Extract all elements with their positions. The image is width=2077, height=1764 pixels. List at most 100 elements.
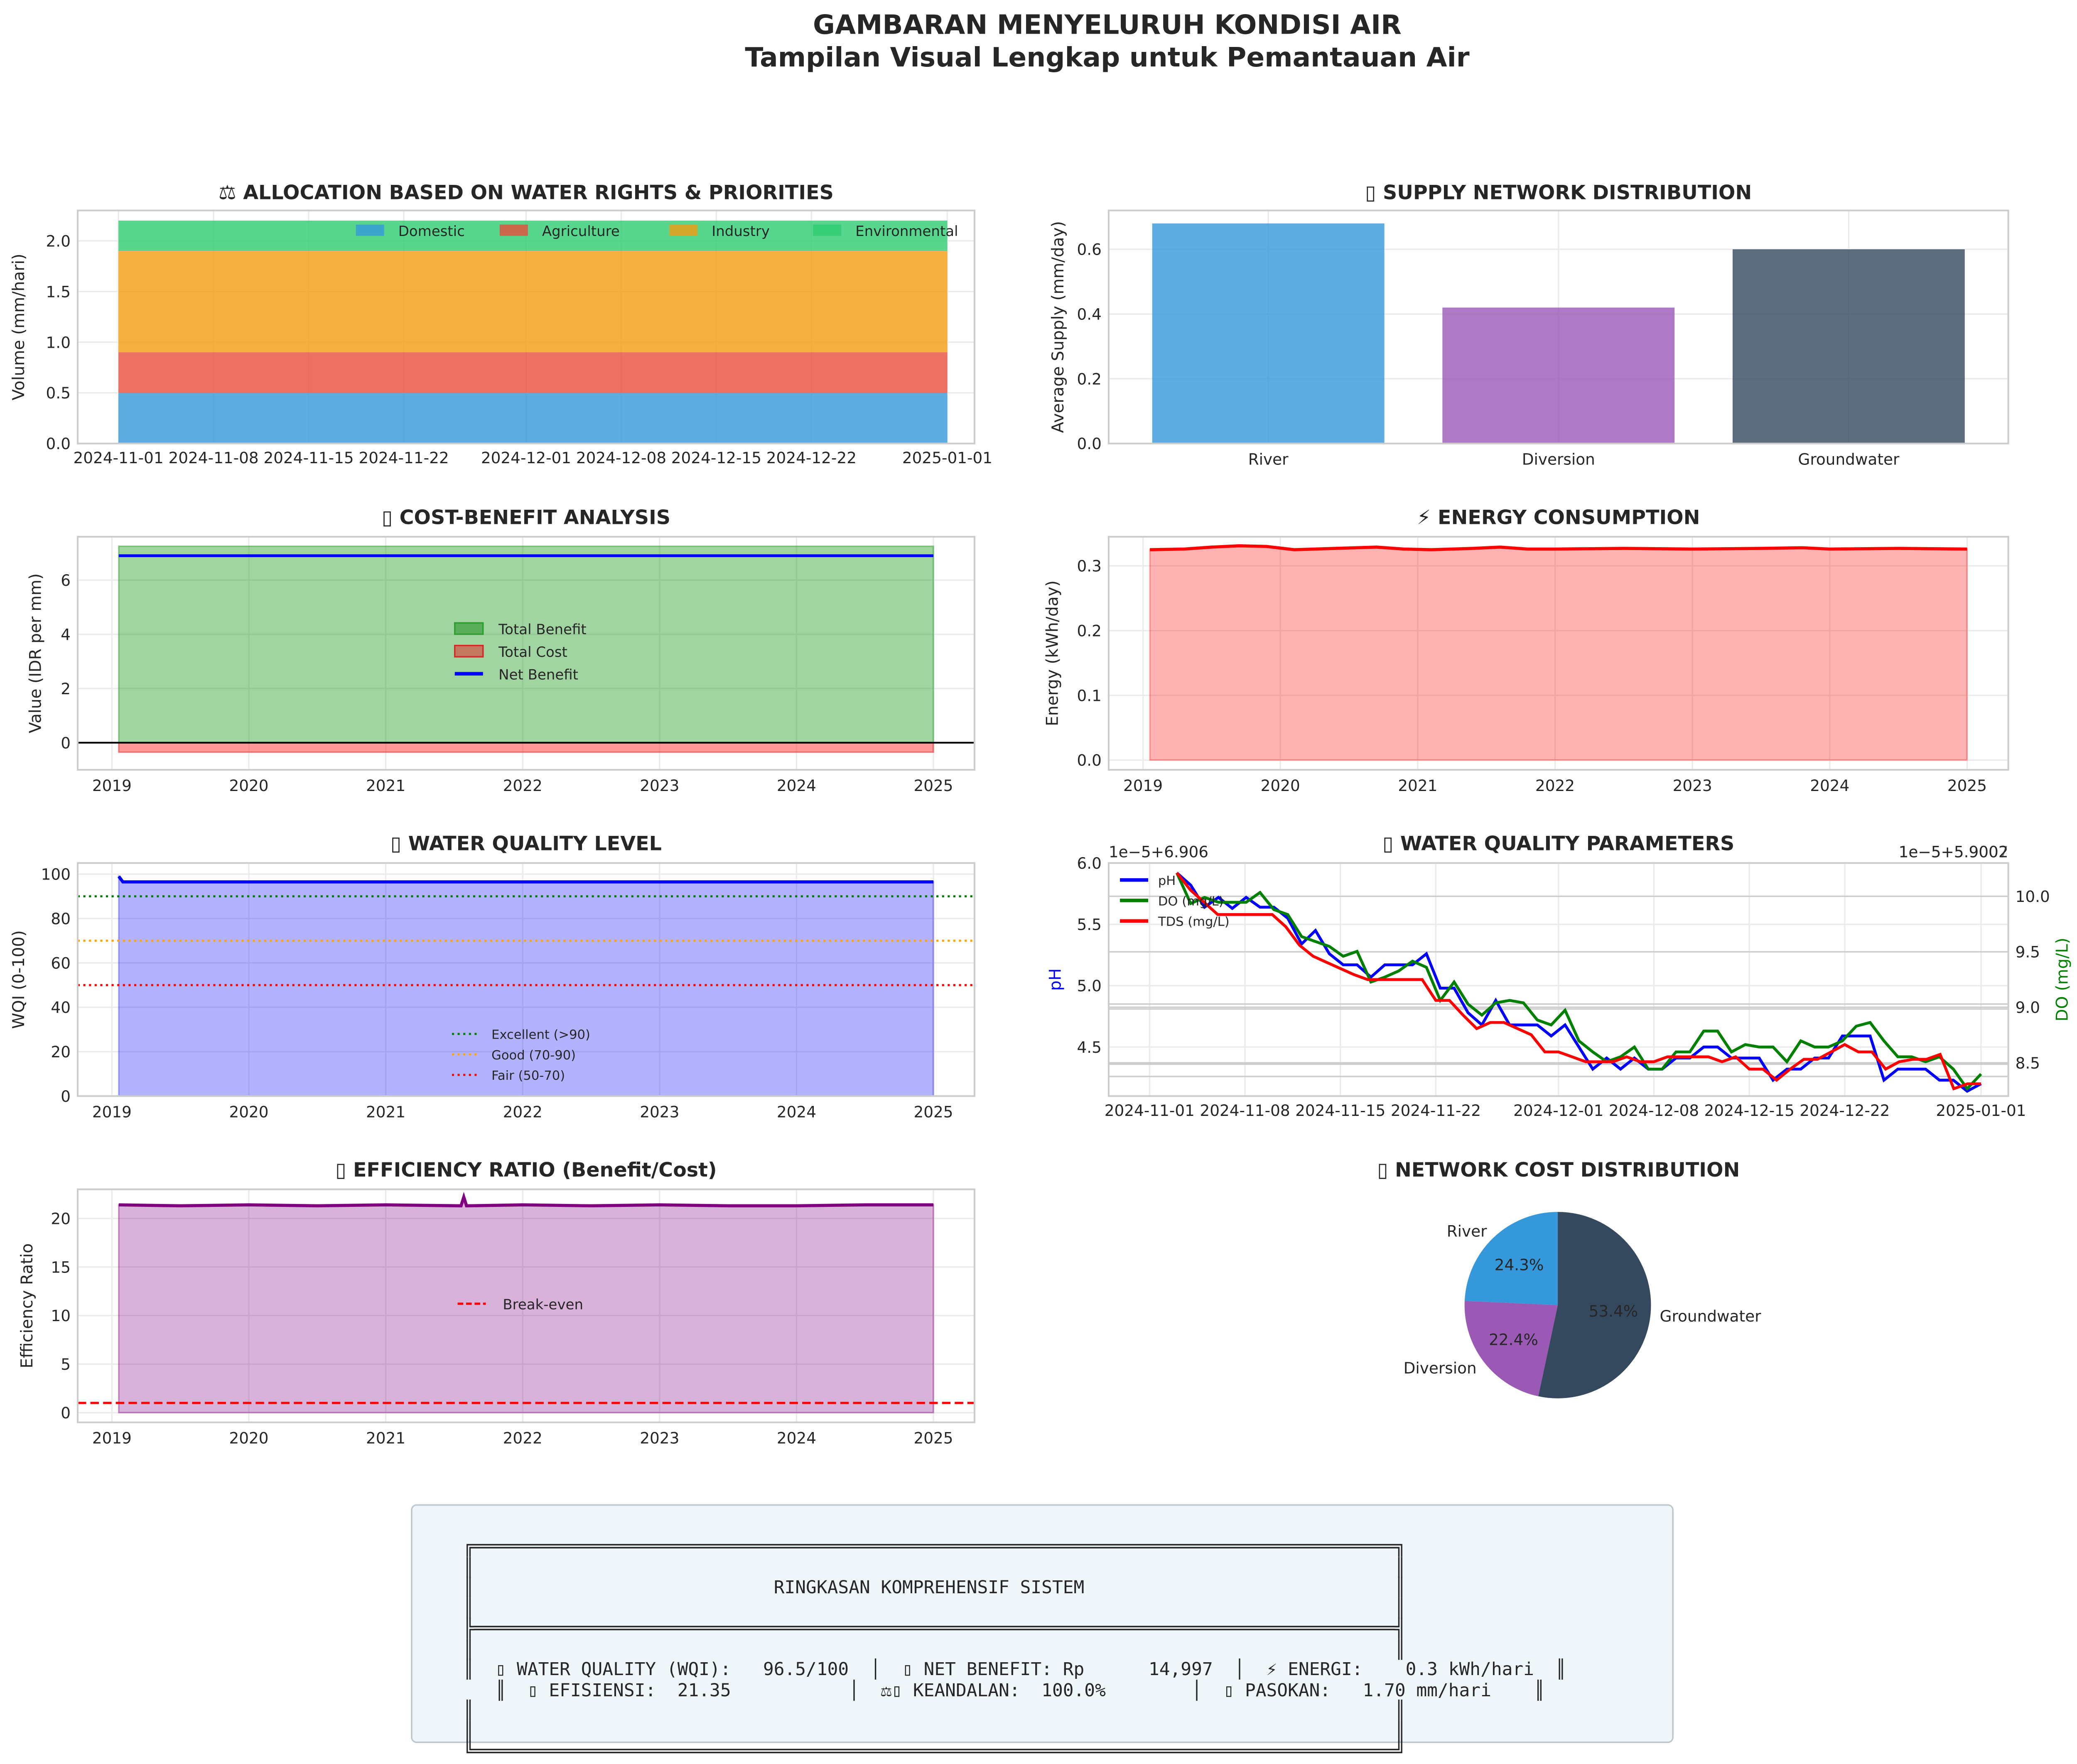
pie-slice-diversion xyxy=(1464,1301,1558,1396)
y-axis-label: Energy (kWh/day) xyxy=(1043,580,1062,726)
x-tick-label: 2022 xyxy=(503,776,543,795)
x-tick-label: 2024-11-15 xyxy=(263,449,354,467)
legend-swatch xyxy=(454,622,484,635)
wq-params-chart: 2024-11-01 2024-11-08 2024-11-15 2024-11-22… xyxy=(1046,843,2072,1120)
plot-border xyxy=(1107,862,2009,1097)
y-offset-text: 1e−5+6.906 xyxy=(1109,843,1208,861)
y-tick-label: 6 xyxy=(61,571,71,590)
pie-category-label: Groundwater xyxy=(1660,1307,1762,1325)
line-tds xyxy=(1176,872,1981,1091)
x-tick-label: 2020 xyxy=(229,1429,268,1447)
y2-axis-label: DO (mg/L) xyxy=(2053,938,2072,1022)
area-environmental xyxy=(118,220,948,251)
y2-tick-label: 9.0 xyxy=(2016,998,2040,1017)
plot-border xyxy=(1107,536,2009,771)
allocation-title: ⚖ ALLOCATION BASED ON WATER RIGHTS & PRI… xyxy=(218,182,834,205)
y-tick-label: 4.5 xyxy=(1077,1038,1101,1056)
x-tick-label: 2024-11-22 xyxy=(358,449,449,467)
y2-tick-label: 8.5 xyxy=(2016,1054,2040,1072)
y-axis-label: Efficiency Ratio xyxy=(18,1243,37,1368)
y-tick-label: 0.3 xyxy=(1077,557,1101,575)
legend-swatch xyxy=(499,224,528,236)
x-tick-label: 2021 xyxy=(366,1429,405,1447)
x-tick-label: Groundwater xyxy=(1798,450,1900,469)
legend-label: Fair (50-70) xyxy=(491,1069,565,1083)
y-tick-label: 5.5 xyxy=(1077,916,1101,934)
energy-title: ⚡ ENERGY CONSUMPTION xyxy=(1417,507,1700,530)
y-tick-label: 0.5 xyxy=(46,384,71,402)
wqi-chart: 2019 2020 2021 2022 2023 2024 2025 0 20 40 60 80 100… xyxy=(10,862,975,1121)
x-tick-label: 2025 xyxy=(1947,776,1987,795)
y-tick-label: 2 xyxy=(61,680,71,698)
y-tick-label: 2.0 xyxy=(46,232,71,250)
wq-params-title: ▯ WATER QUALITY PARAMETERS xyxy=(1382,833,1735,856)
figure-subtitle: Tampilan Visual Lengkap untuk Pemantauan… xyxy=(745,42,1470,74)
y-tick-label: 0 xyxy=(61,734,71,752)
legend-label: Break-even xyxy=(503,1297,583,1313)
x-tick-label: 2025 xyxy=(913,1429,953,1447)
x-tick-label: 2025-01-01 xyxy=(1936,1101,2026,1120)
legend-label: Industry xyxy=(712,223,770,240)
y-tick-label: 5.0 xyxy=(1077,977,1101,995)
y2-tick-label: 9.5 xyxy=(2016,943,2040,961)
plot-area xyxy=(1108,536,2008,770)
cost-pie-title: ▯ NETWORK COST DISTRIBUTION xyxy=(1377,1160,1740,1182)
x-tick-label: 2024-11-15 xyxy=(1295,1101,1385,1120)
y-axis-label: Volume (mm/hari) xyxy=(10,253,28,400)
y-tick-label: 0 xyxy=(61,1087,71,1106)
legend-swatch xyxy=(669,224,698,236)
line-energy xyxy=(1150,544,1967,551)
plot-border xyxy=(76,536,975,771)
line-wqi xyxy=(117,875,934,884)
x-tick-label: 2019 xyxy=(92,1103,132,1121)
y-tick-label: 0.1 xyxy=(1077,686,1101,705)
x-tick-label: 2022 xyxy=(503,1429,543,1447)
legend-label: DO (mg/L) xyxy=(1158,894,1224,909)
legend-label: Environmental xyxy=(855,223,958,240)
x-tick-label: 2021 xyxy=(1398,776,1437,795)
y2-offset-text: 1e−5+5.9002 xyxy=(1899,843,2008,861)
y-tick-label: 4 xyxy=(61,625,71,644)
x-tick-label: 2024-12-15 xyxy=(671,449,761,467)
x-tick-label: 2024-12-01 xyxy=(1513,1101,1603,1120)
x-tick-label: 2023 xyxy=(640,1429,679,1447)
y-tick-label: 0.0 xyxy=(1077,751,1101,769)
pie-slice-river xyxy=(1464,1212,1558,1305)
wqi-title: ▯ WATER QUALITY LEVEL xyxy=(390,833,662,856)
y-tick-label: 0.2 xyxy=(1077,622,1101,640)
y-tick-label: 20 xyxy=(51,1209,71,1228)
pie-value-label: 24.3% xyxy=(1495,1256,1544,1274)
x-tick-label: 2022 xyxy=(1535,776,1575,795)
x-tick-label: 2023 xyxy=(640,776,679,795)
line-efficiency xyxy=(118,1192,934,1208)
y-tick-label: 0 xyxy=(61,1404,71,1422)
x-tick-label: 2024-12-22 xyxy=(1800,1101,1890,1120)
figure-title: GAMBARAN MENYELURUH KONDISI AIR xyxy=(813,10,1402,41)
legend-swatch xyxy=(454,645,484,658)
y-axis-label: Average Supply (mm/day) xyxy=(1049,221,1068,433)
x-tick-label: 2024-11-08 xyxy=(1200,1101,1290,1120)
y-axis-label: Value (IDR per mm) xyxy=(27,573,45,733)
area-industry xyxy=(118,251,948,353)
area-domestic xyxy=(118,393,948,444)
pie-category-label: Diversion xyxy=(1404,1359,1477,1377)
legend-swatch xyxy=(813,224,842,236)
supply-chart: 0.0 0.2 0.4 0.6 River Diversion Groundwater Ave… xyxy=(1049,209,2009,469)
x-tick-label: 2023 xyxy=(1673,776,1712,795)
x-tick-label: 2024-12-22 xyxy=(766,449,857,467)
x-tick-label: 2024-12-15 xyxy=(1704,1101,1795,1120)
x-tick-label: 2019 xyxy=(1123,776,1163,795)
y-tick-label: 1.0 xyxy=(46,333,71,351)
legend-label: Agriculture xyxy=(542,223,620,240)
plot-area xyxy=(77,1189,975,1423)
summary-box: ╔═══════════════════════════════════════… xyxy=(411,1504,1674,1761)
y-tick-label: 0.2 xyxy=(1077,370,1101,388)
y-tick-label: 1.5 xyxy=(46,283,71,301)
y-tick-label: 60 xyxy=(51,954,71,972)
x-tick-label: 2024-12-01 xyxy=(481,449,571,467)
y-tick-label: 0.0 xyxy=(1077,435,1101,453)
y3-offset-text: 1e−5+5.9007 xyxy=(1899,843,2008,861)
x-tick-label: 2024-11-22 xyxy=(1391,1101,1481,1120)
area-wqi xyxy=(118,874,934,1097)
